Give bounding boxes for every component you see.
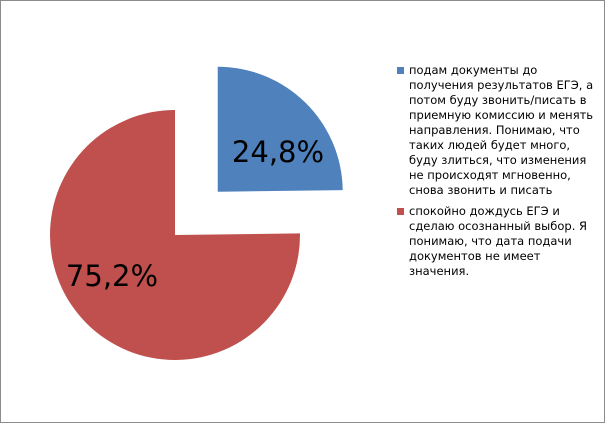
legend-swatch-red	[397, 208, 404, 215]
slice-value-label-1: 24,8%	[232, 135, 324, 169]
legend-item-submit-early: подам документы до получения результатов…	[397, 63, 597, 198]
slice-value-label-2: 75,2%	[66, 259, 158, 293]
legend-label-submit-early: подам документы до получения результатов…	[409, 63, 594, 197]
legend-item-wait-for-results: спокойно дождусь ЕГЭ и сделаю осознанный…	[397, 204, 597, 279]
legend-swatch-blue	[397, 67, 404, 74]
pie-slice-2	[50, 110, 300, 360]
legend: подам документы до получения результатов…	[397, 63, 597, 285]
pie-slice-1	[217, 66, 343, 192]
legend-label-wait-for-results: спокойно дождусь ЕГЭ и сделаю осознанный…	[409, 204, 587, 278]
